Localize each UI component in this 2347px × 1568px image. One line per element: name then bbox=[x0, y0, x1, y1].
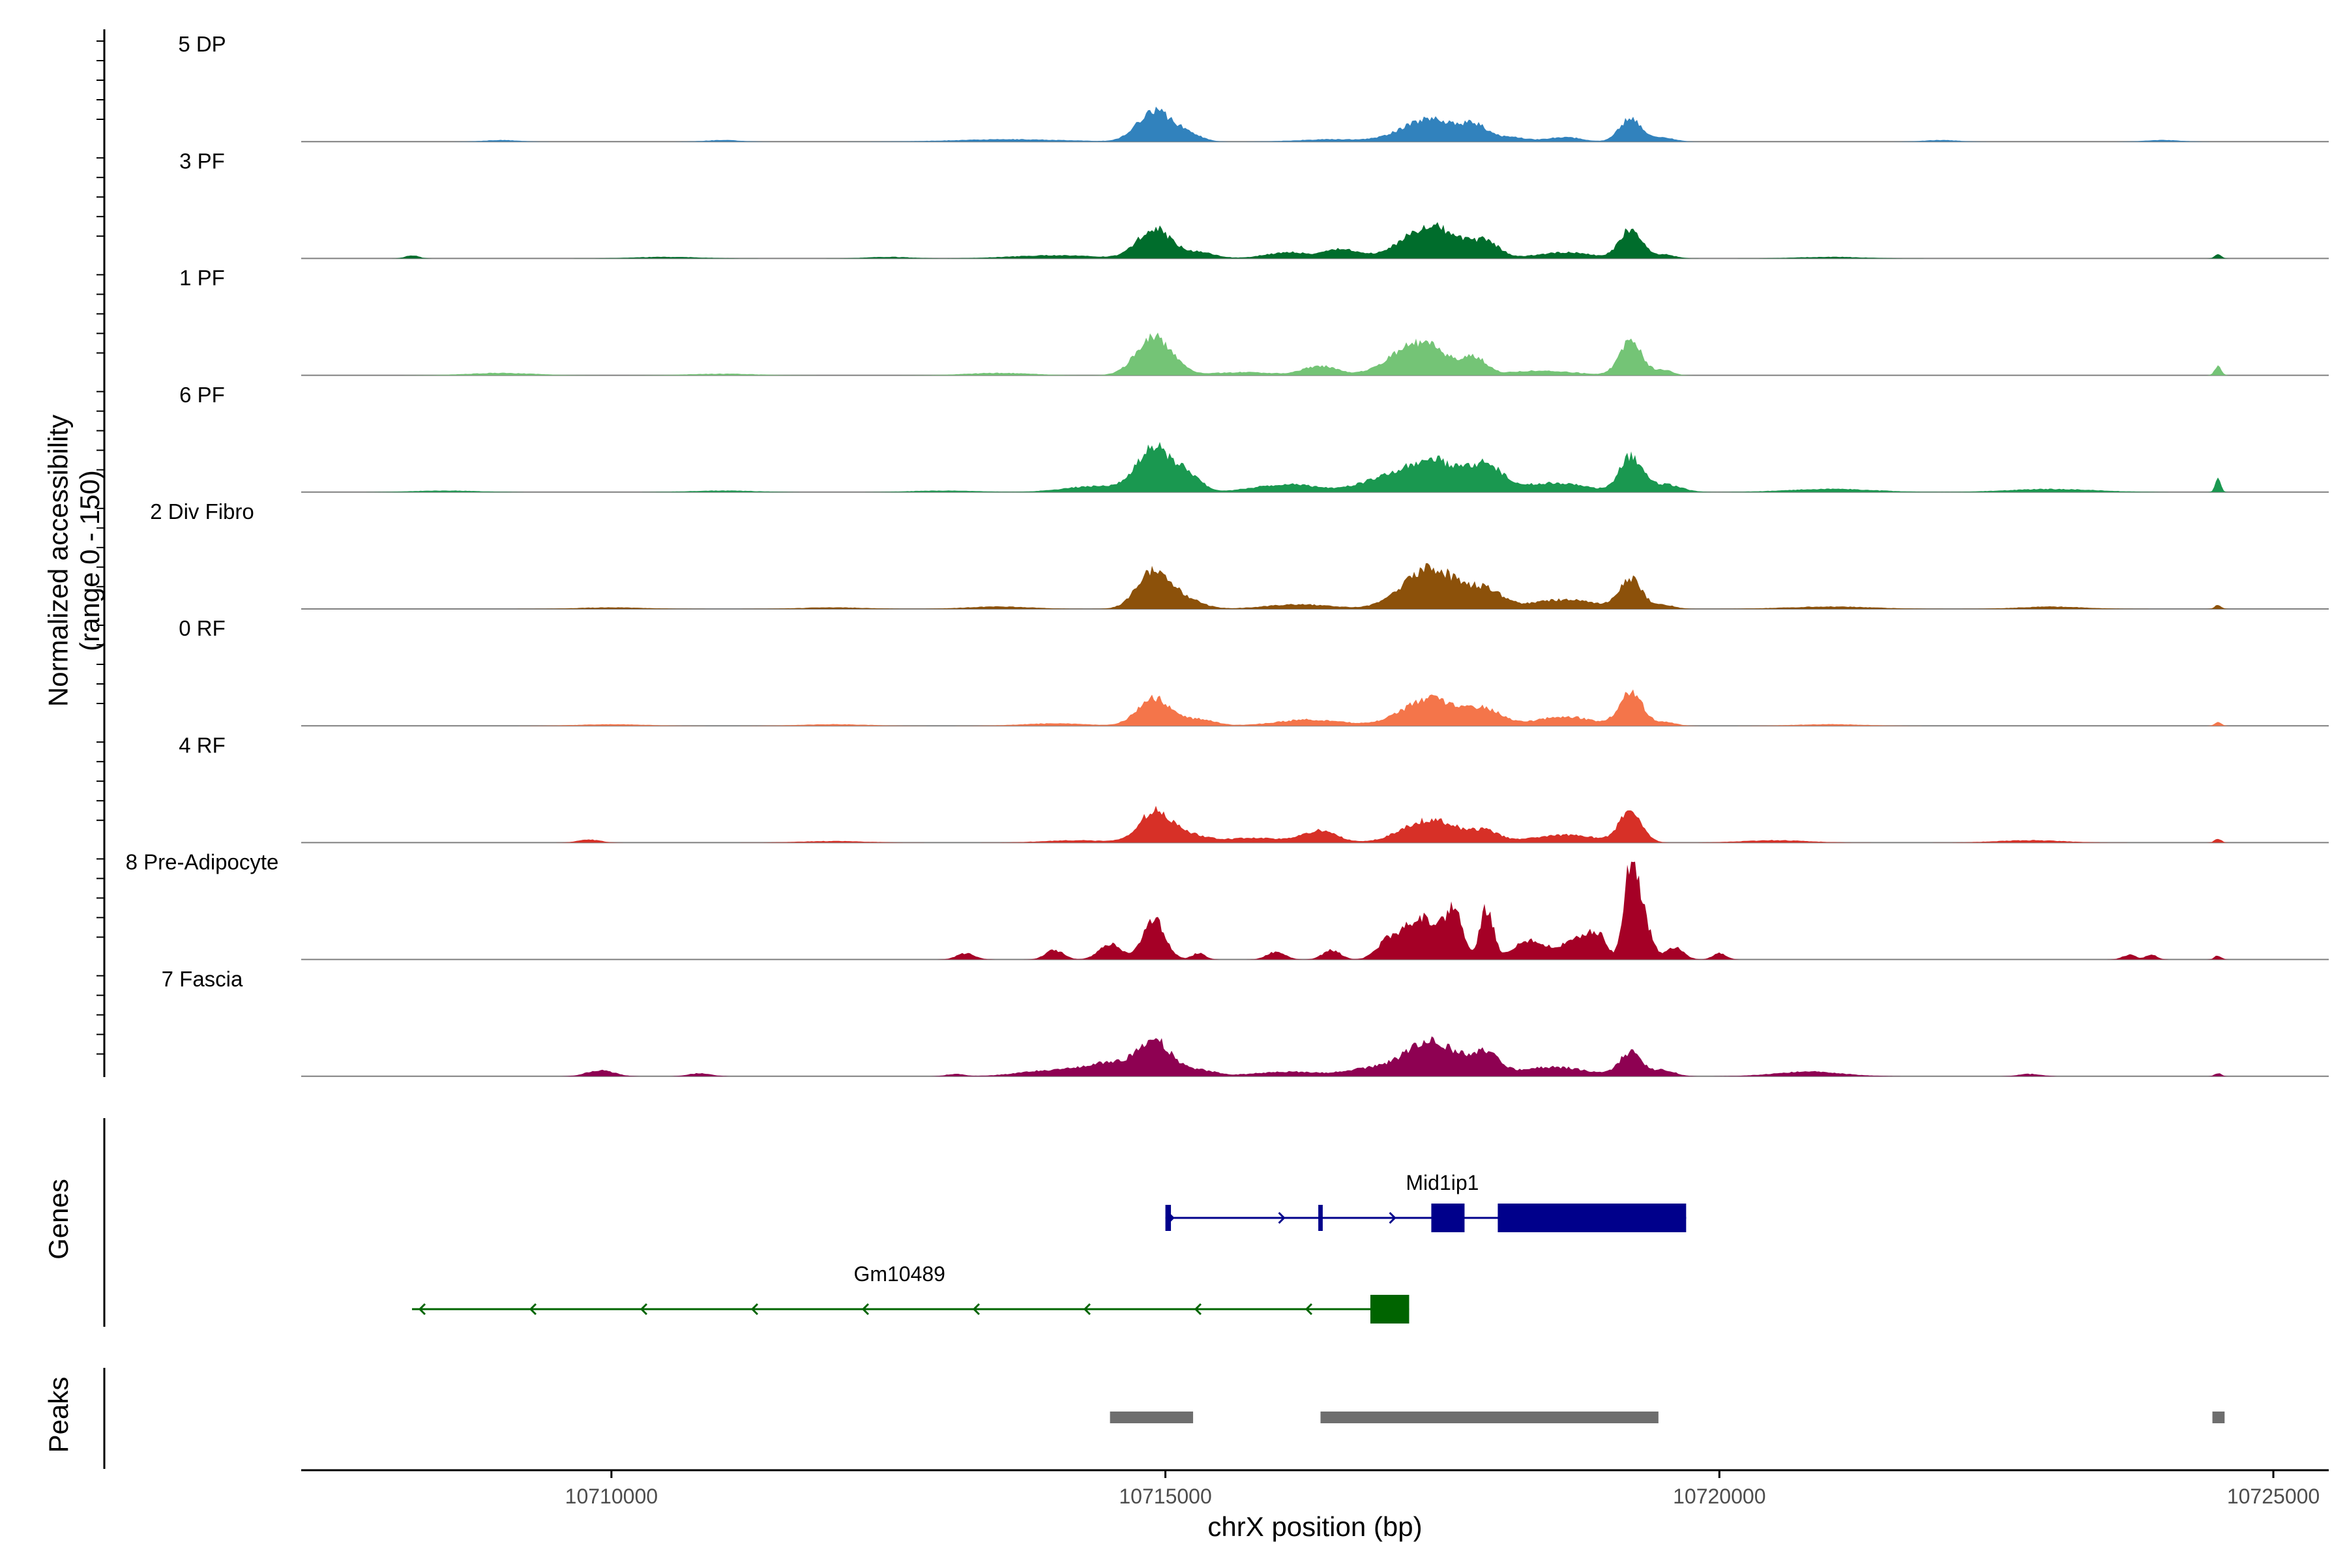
coverage-track: 4 RF bbox=[179, 733, 2329, 844]
gene-strand-arrow bbox=[972, 1303, 981, 1316]
y-axis-title-line: (range 0 - 150) bbox=[74, 470, 105, 651]
peaks-panel-title: Peaks bbox=[43, 1377, 74, 1453]
gene-model: Mid1ip1 bbox=[1165, 1171, 1687, 1232]
coverage-area bbox=[301, 805, 2329, 843]
coverage-area bbox=[301, 441, 2329, 492]
coverage-track: 1 PF bbox=[179, 266, 2329, 376]
coverage-area bbox=[301, 1036, 2329, 1076]
coverage-track: 3 PF bbox=[179, 149, 2329, 259]
track-label: 1 PF bbox=[179, 266, 225, 290]
coverage-track: 5 DP bbox=[178, 32, 2329, 143]
x-tick-label: 10725000 bbox=[2227, 1485, 2320, 1508]
y-axis-title: Normalized accessibility(range 0 - 150) bbox=[43, 415, 105, 707]
x-tick-label: 10720000 bbox=[1673, 1485, 1765, 1508]
track-label: 8 Pre-Adipocyte bbox=[126, 850, 279, 874]
coverage-track: 8 Pre-Adipocyte bbox=[126, 850, 2329, 960]
track-label: 7 Fascia bbox=[162, 967, 243, 991]
gene-strand-arrow bbox=[1305, 1303, 1313, 1316]
gene-strand-arrow bbox=[1389, 1211, 1396, 1224]
gene-strand-arrow bbox=[1194, 1303, 1202, 1316]
track-label: 6 PF bbox=[179, 383, 225, 407]
gene-exon bbox=[1165, 1205, 1172, 1231]
coverage-tracks: 5 DP 3 PF 1 PF 6 PF 2 Div Fibro 0 RF 4 RF 8 Pre… bbox=[126, 32, 2329, 1077]
gene-strand-arrow bbox=[750, 1303, 759, 1316]
coverage-track: 7 Fascia bbox=[162, 967, 2329, 1077]
gene-strand-arrow bbox=[1278, 1211, 1286, 1224]
gene-model: Gm10489 bbox=[411, 1262, 1410, 1324]
gene-exon bbox=[1318, 1205, 1323, 1231]
coverage-track: 0 RF bbox=[179, 616, 2329, 727]
peak-region-bar bbox=[1320, 1412, 1659, 1423]
track-label: 2 Div Fibro bbox=[150, 499, 254, 524]
peak-regions bbox=[1110, 1412, 2225, 1423]
gene-label: Mid1ip1 bbox=[1406, 1171, 1479, 1194]
coverage-area bbox=[301, 689, 2329, 726]
track-label: 0 RF bbox=[179, 616, 226, 640]
x-axis-ticks: 10710000 10715000 10720000 10725000 bbox=[565, 1470, 2320, 1508]
coverage-track: 2 Div Fibro bbox=[150, 499, 2329, 610]
track-label: 3 PF bbox=[179, 149, 225, 173]
x-axis-title: chrX position (bp) bbox=[1207, 1511, 1422, 1542]
track-label: 5 DP bbox=[178, 32, 226, 56]
gene-strand-arrow bbox=[1083, 1303, 1091, 1316]
gene-strand-arrow bbox=[861, 1303, 870, 1316]
peaks-panel: Peaks bbox=[43, 1368, 2225, 1469]
coverage-area bbox=[301, 106, 2329, 142]
gene-exon bbox=[1498, 1204, 1687, 1232]
gene-exon bbox=[1431, 1204, 1465, 1232]
x-axis: 10710000 10715000 10720000 10725000 chrX po… bbox=[301, 1469, 2329, 1542]
gene-exon bbox=[1370, 1295, 1410, 1324]
coverage-track: 6 PF bbox=[179, 383, 2329, 493]
track-label: 4 RF bbox=[179, 733, 226, 757]
coverage-area bbox=[301, 563, 2329, 609]
coverage-area bbox=[301, 333, 2329, 376]
gene-strand-arrow bbox=[529, 1303, 537, 1316]
peak-region-bar bbox=[1110, 1412, 1194, 1423]
y-axis-title-line: Normalized accessibility bbox=[43, 415, 74, 707]
x-tick-label: 10710000 bbox=[565, 1485, 658, 1508]
genes-panel-title: Genes bbox=[43, 1179, 74, 1260]
gene-strand-arrow bbox=[418, 1303, 426, 1316]
x-tick-label: 10715000 bbox=[1119, 1485, 1211, 1508]
peak-region-bar bbox=[2212, 1412, 2225, 1423]
gene-strand-arrow bbox=[640, 1303, 648, 1316]
y-axis: Normalized accessibility(range 0 - 150) bbox=[43, 29, 106, 1077]
coverage-area bbox=[301, 222, 2329, 259]
coverage-area bbox=[301, 861, 2329, 960]
genes-panel: Genes Mid1ip1 Gm10489 bbox=[43, 1118, 1687, 1327]
gene-annotations: Mid1ip1 Gm10489 bbox=[411, 1171, 1687, 1324]
gene-label: Gm10489 bbox=[853, 1262, 945, 1286]
